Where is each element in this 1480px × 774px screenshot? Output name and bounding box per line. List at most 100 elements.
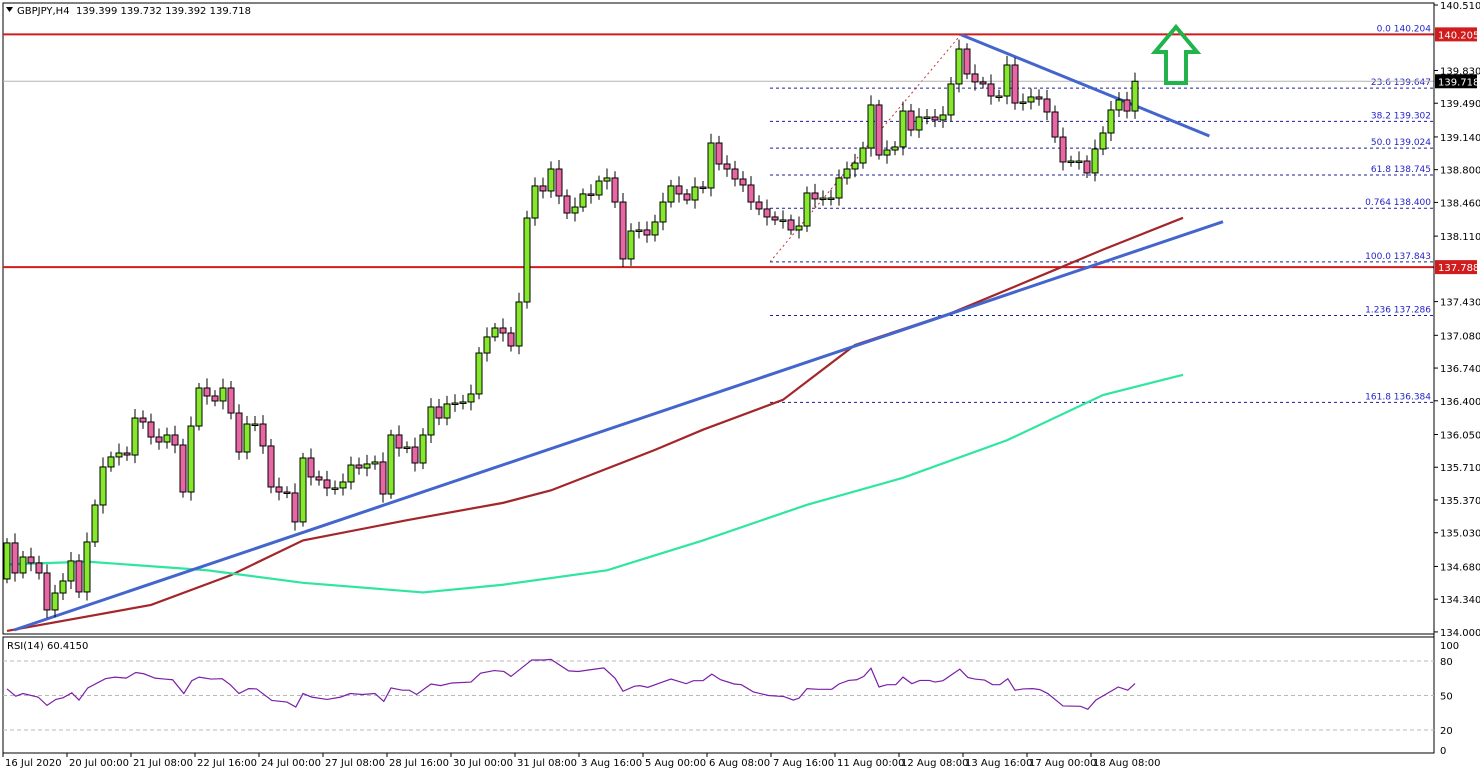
rsi-label: RSI(14) 60.4150 [7, 641, 88, 652]
candle-body-bull [187, 425, 195, 493]
candle-body-bear [539, 185, 547, 192]
horizontal-levels[interactable] [3, 33, 1434, 269]
candle [539, 177, 547, 199]
time-axis[interactable]: 16 Jul 2020 20 Jul 00:00 21 Jul 08:00 22 Ju… [2, 753, 1160, 769]
time-tick-label: 22 Jul 16:00 [197, 758, 257, 769]
price-axis[interactable]: 140.510 139.830 139.490 139.140 138.800 138.4… [1433, 1, 1480, 753]
time-tick-label: 28 Jul 16:00 [389, 758, 449, 769]
candle-body-bear [555, 168, 563, 197]
candle [715, 135, 723, 171]
candle [683, 189, 691, 205]
arrow-up-icon [1150, 23, 1202, 85]
time-tick-label: 7 Aug 16:00 [773, 758, 834, 769]
candle-body-bear [611, 177, 619, 203]
trendline-support[interactable] [13, 220, 1224, 632]
candle-body-bull [955, 48, 963, 85]
candle-body-bear [179, 444, 187, 493]
candle-body-bull [459, 401, 467, 404]
candle [1011, 57, 1019, 110]
candle [163, 427, 171, 449]
candle [35, 555, 43, 580]
candle-body-bull [51, 592, 59, 611]
candle [259, 415, 267, 454]
price-tick-label: 138.460 [1440, 198, 1480, 209]
candle-body-bull [603, 177, 611, 182]
candle-body-bear [203, 387, 211, 397]
candle-body-bull [107, 456, 115, 468]
candle-body-bear [1051, 111, 1059, 138]
candle-body-bull [371, 461, 379, 465]
candle-body-bear [291, 492, 299, 523]
candle [267, 439, 275, 494]
candle-body-bull [403, 446, 411, 450]
trendline-resistance[interactable] [960, 33, 1210, 138]
trendlines[interactable] [13, 33, 1224, 632]
candle [51, 584, 59, 618]
price-tick-label: 137.080 [1440, 331, 1480, 342]
price-tick-label: 135.370 [1440, 496, 1480, 507]
candle [651, 214, 659, 242]
candle [1091, 139, 1099, 182]
price-tick-label: 139.490 [1440, 99, 1480, 110]
candle-body-bull [83, 541, 91, 593]
collapse-triangle-icon[interactable] [6, 7, 13, 12]
candle-body-bear [1011, 64, 1019, 104]
candle [235, 404, 243, 460]
candle [779, 210, 787, 229]
candle [515, 292, 523, 355]
candle-body-bull [803, 192, 811, 227]
candle [179, 438, 187, 498]
candle [1099, 126, 1107, 156]
candle [979, 76, 987, 89]
candle-body-bull [443, 403, 451, 419]
candle-body-bull [835, 177, 843, 199]
candle-body-bear [763, 208, 771, 218]
candle-body-bull [419, 434, 427, 464]
candle-body-bull [651, 221, 659, 236]
candle-body-bull [707, 142, 715, 189]
time-tick-label: 31 Jul 08:00 [517, 758, 577, 769]
candle-body-bull [843, 168, 851, 179]
time-tick-label: 24 Jul 00:00 [261, 758, 321, 769]
candle-body-bull [571, 206, 579, 214]
candle [11, 533, 19, 582]
fib-level-label: 0.764 138.400 [1365, 198, 1431, 208]
candle [707, 133, 715, 197]
candle-body-bear [811, 192, 819, 200]
candle-body-bull [91, 504, 99, 543]
candle [19, 550, 27, 579]
candle [531, 177, 539, 226]
candle [947, 77, 955, 122]
candle [755, 195, 763, 216]
candle-body-bear [435, 406, 443, 419]
candle-body-bull [915, 116, 923, 131]
candle [219, 378, 227, 410]
candle [67, 551, 75, 590]
candle-body-bull [531, 185, 539, 219]
candle-body-bull [1107, 109, 1115, 134]
fib-level-label: 161.8 136.384 [1365, 392, 1431, 402]
candle [155, 428, 163, 450]
candle-body-bull [819, 197, 827, 200]
candle-body-bear [715, 142, 723, 165]
candle-body-bull [1075, 160, 1083, 164]
candle-body-bull [1067, 160, 1075, 164]
candle [595, 175, 603, 200]
candle-body-bull [1099, 132, 1107, 150]
candle-body-bull [1131, 80, 1139, 112]
candle-body-bull [195, 387, 203, 427]
candle-body-bear [259, 423, 267, 447]
candle [363, 454, 371, 477]
price-tick-label: 137.430 [1440, 298, 1480, 309]
candle-body-bear [123, 452, 131, 456]
candle-body-bear [411, 446, 419, 464]
candle [507, 326, 515, 352]
candle-body-bear [675, 185, 683, 195]
rsi-series: 100 80 50 20 0 [3, 641, 1459, 757]
candle [387, 429, 395, 499]
candle [355, 457, 363, 475]
candle-body-bear [267, 445, 275, 488]
candle [171, 425, 179, 454]
